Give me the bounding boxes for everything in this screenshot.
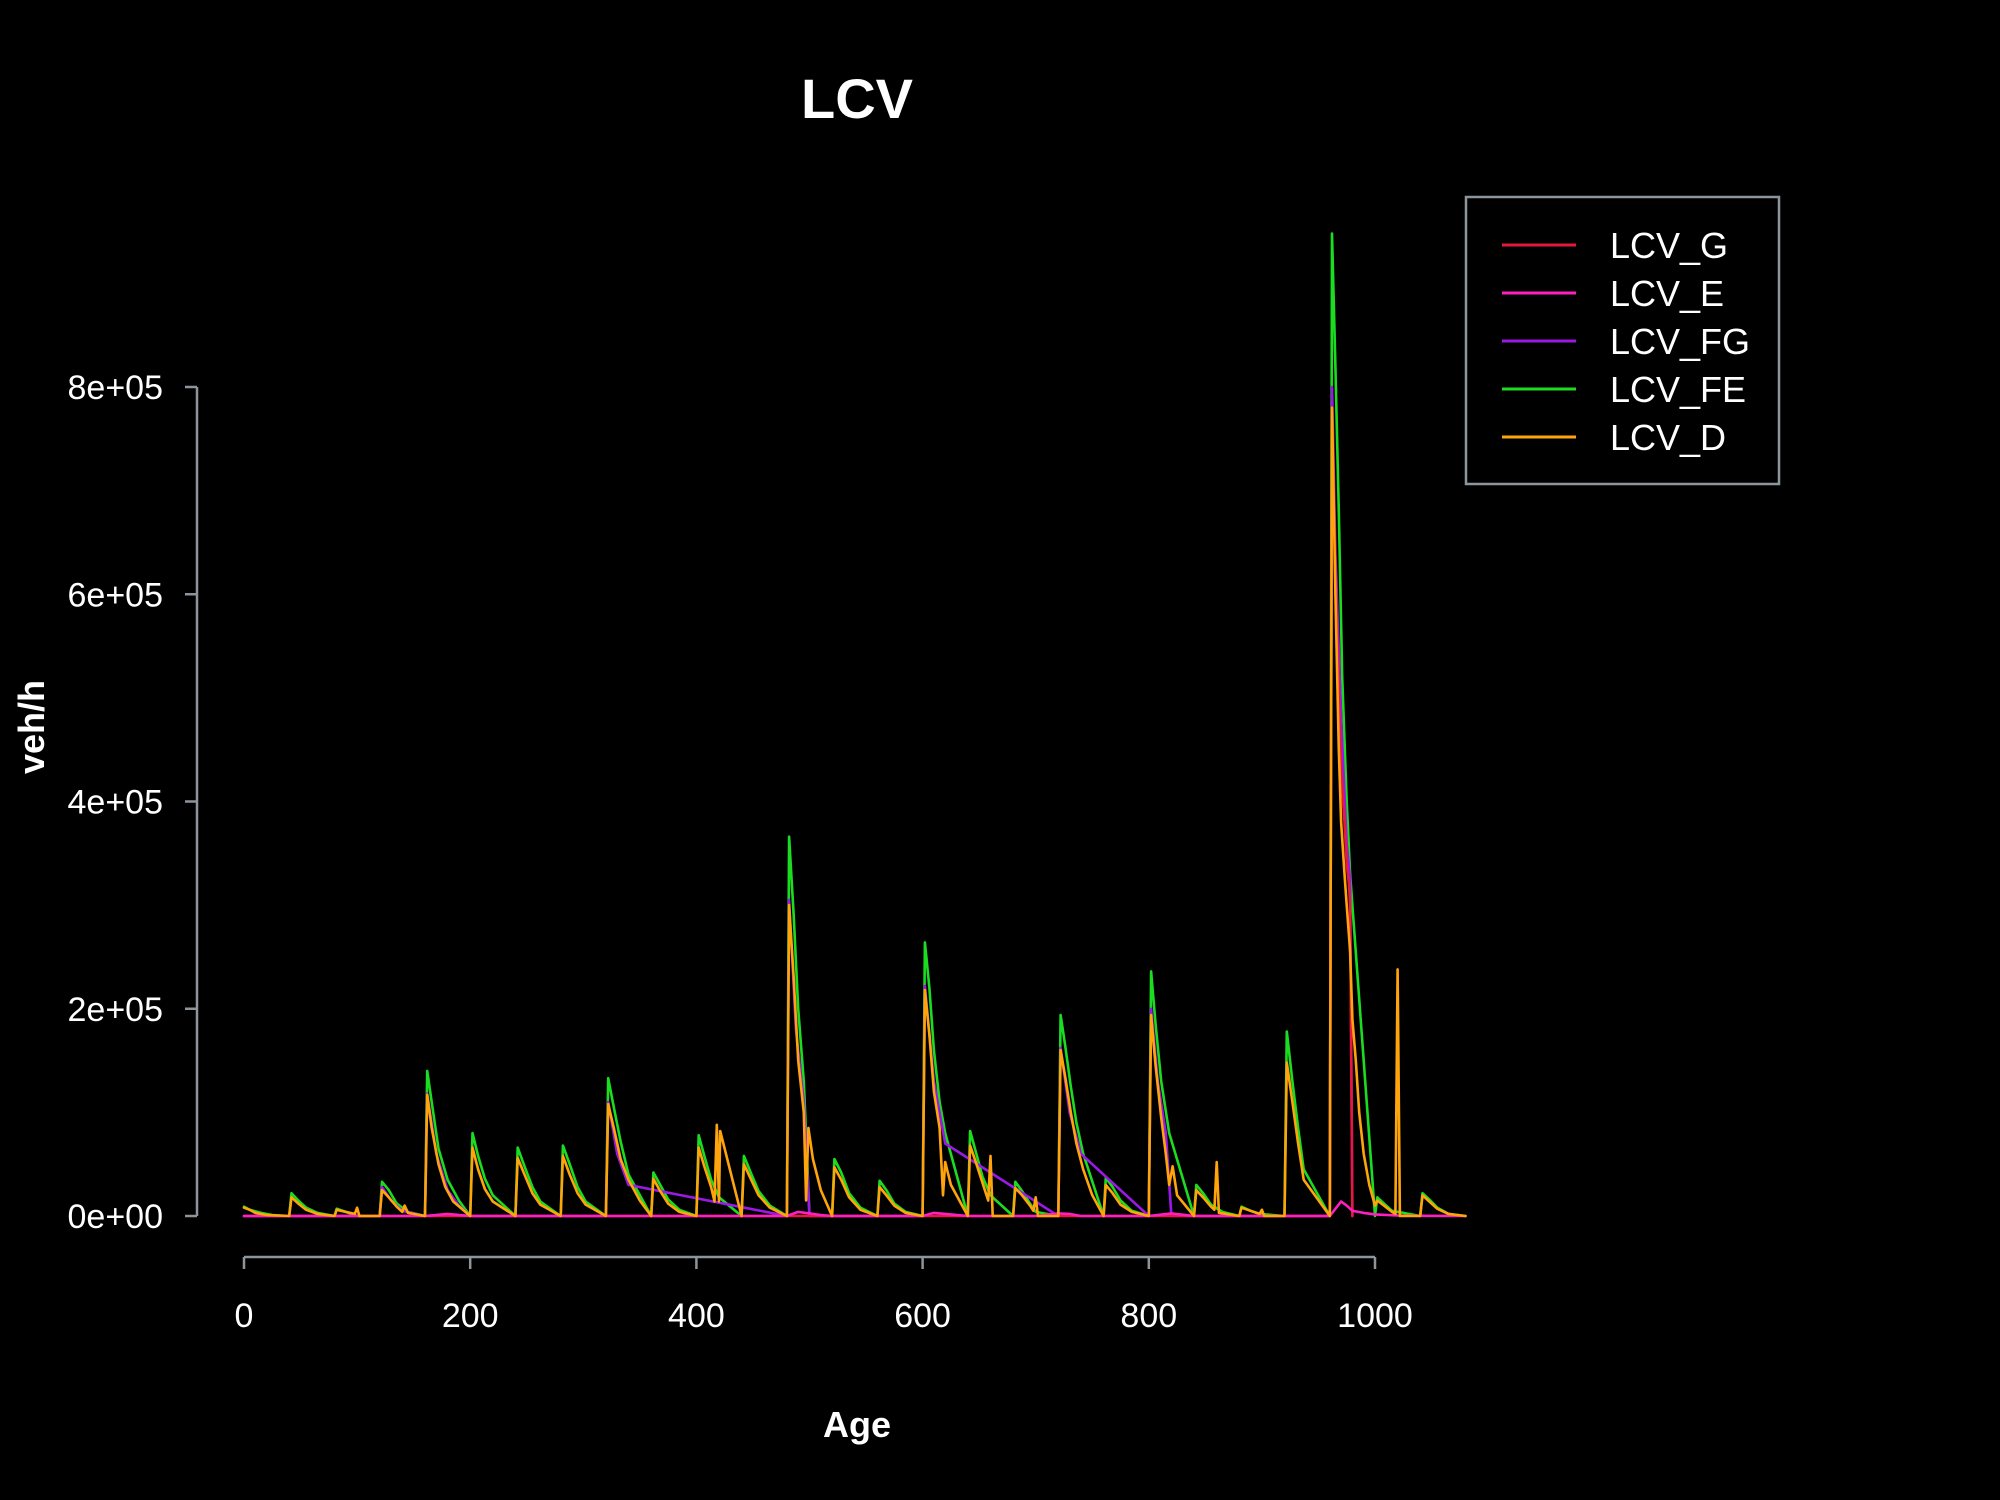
- y-tick-label: 6e+05: [68, 576, 164, 614]
- x-tick-label: 400: [668, 1297, 725, 1335]
- x-tick-label: 200: [442, 1297, 499, 1335]
- x-axis: 0 200 400 600 800 1000: [235, 1255, 1413, 1335]
- y-axis-title: veh/h: [11, 680, 52, 774]
- x-axis-title: Age: [823, 1404, 891, 1445]
- y-tick-label: 4e+05: [68, 784, 164, 822]
- legend-label: LCV_FE: [1610, 369, 1746, 410]
- legend-label: LCV_FG: [1610, 321, 1750, 362]
- legend: LCV_G LCV_E LCV_FG LCV_FE LCV_D: [1464, 195, 1781, 486]
- plot-lines: [242, 232, 1467, 1218]
- y-tick-label: 8e+05: [68, 369, 164, 407]
- legend-label: LCV_D: [1610, 417, 1726, 458]
- x-tick-label: 800: [1120, 1297, 1177, 1335]
- y-tick-label: 2e+05: [68, 991, 164, 1029]
- y-axis: 0e+00 2e+05 4e+05 6e+05 8e+05: [68, 369, 199, 1236]
- legend-label: LCV_G: [1610, 225, 1728, 266]
- chart-title: LCV: [801, 67, 913, 130]
- x-tick-label: 600: [894, 1297, 951, 1335]
- series-line-lcv-d: [242, 406, 1467, 1218]
- x-tick-label: 1000: [1337, 1297, 1413, 1335]
- legend-label: LCV_E: [1610, 273, 1724, 314]
- y-tick-label: 0e+00: [68, 1198, 164, 1236]
- x-tick-label: 0: [235, 1297, 254, 1335]
